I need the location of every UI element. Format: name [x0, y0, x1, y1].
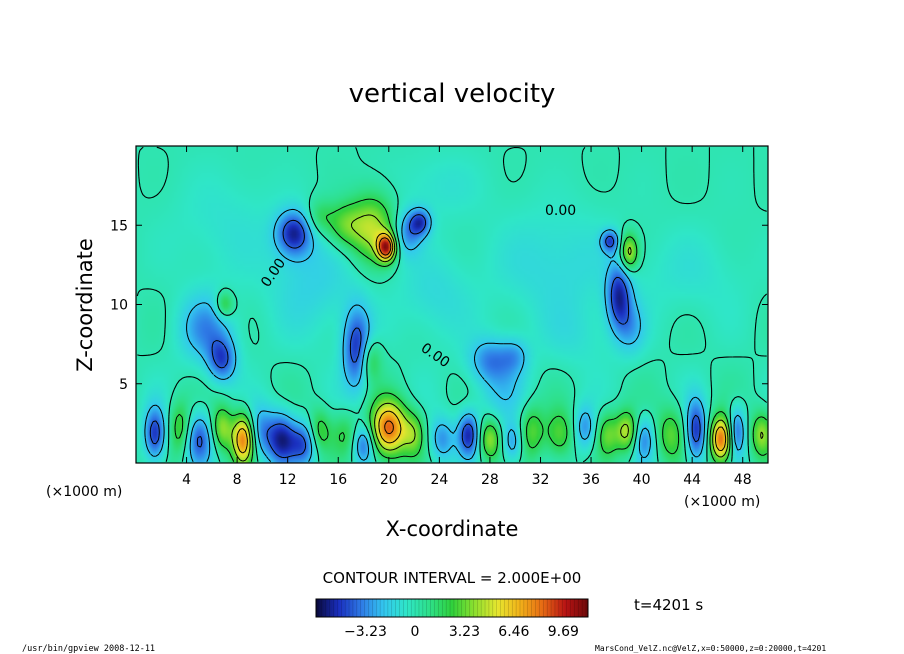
contour-line: [144, 206, 744, 463]
contour-line: [231, 214, 764, 462]
y-tick-label: 5: [119, 377, 128, 393]
colorbar-tick-label: 6.46: [498, 624, 529, 640]
y-axis: 5 10 15: [110, 218, 768, 393]
contour-line: [378, 237, 394, 435]
colorbar-gradient: [316, 599, 588, 617]
x-tick-label: 32: [532, 472, 550, 488]
colorbar-tick-label: −3.23: [344, 624, 387, 640]
heatmap-field: [136, 146, 768, 463]
contour-line: [136, 146, 768, 463]
y-tick-label: 15: [110, 218, 128, 234]
x-unit-right: (×1000 m): [684, 494, 760, 510]
contour-line: [236, 232, 727, 454]
time-label: t=4201 s: [634, 596, 703, 614]
x-tick-label: 8: [233, 472, 242, 488]
colorbar-tick-label: 3.23: [449, 624, 480, 640]
x-unit-left: (×1000 m): [46, 484, 122, 500]
y-tick-label: 10: [110, 298, 128, 314]
contour-lines: [136, 146, 768, 463]
x-tick-label: 36: [582, 472, 600, 488]
chart-title: vertical velocity: [349, 79, 556, 109]
contour-line: [174, 198, 768, 463]
colorbar: −3.23 0 3.23 6.46 9.69: [315, 598, 589, 640]
contour-line: [149, 214, 701, 459]
heatmap-area: 0.00 0.00 0.00: [135, 145, 769, 464]
colorbar-tick-label: 9.69: [548, 624, 579, 640]
colorbar-ticks: −3.23 0 3.23 6.46 9.69: [317, 599, 587, 640]
x-tick-label: 48: [734, 472, 752, 488]
zero-contour-label: 0.00: [545, 203, 576, 219]
footer-right: MarsCond_VelZ.nc@VelZ,x=0:50000,z=0:2000…: [595, 644, 826, 653]
x-tick-label: 12: [279, 472, 297, 488]
x-axis: 4 8 12 16 20 24 28 32 36 40 44 48: [182, 146, 752, 488]
x-tick-label: 28: [481, 472, 499, 488]
x-tick-label: 44: [683, 472, 701, 488]
x-tick-label: 40: [633, 472, 651, 488]
contour-interval-text: CONTOUR INTERVAL = 2.000E+00: [323, 569, 582, 587]
x-tick-label: 4: [182, 472, 191, 488]
footer-left: /usr/bin/gpview 2008-12-11: [22, 644, 155, 654]
x-tick-label: 16: [329, 472, 347, 488]
colorbar-tick-label: 0: [410, 624, 419, 640]
y-axis-label: Z-coordinate: [73, 238, 97, 372]
x-tick-label: 20: [380, 472, 398, 488]
x-tick-label: 24: [430, 472, 448, 488]
x-axis-label: X-coordinate: [386, 517, 519, 541]
colorbar-frame: [315, 598, 589, 618]
